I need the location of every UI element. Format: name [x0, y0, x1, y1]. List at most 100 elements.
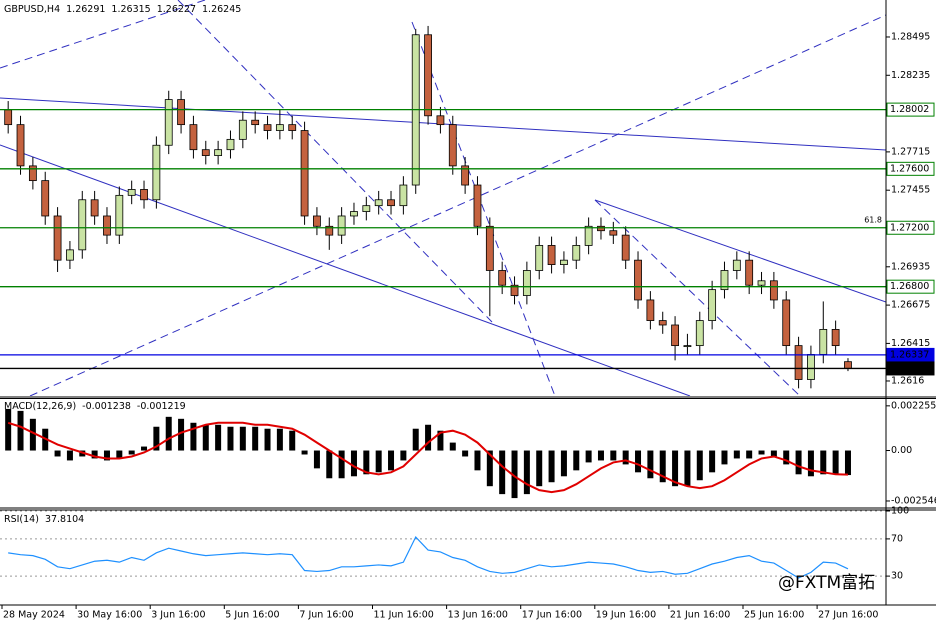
- macd-bar: [326, 450, 333, 479]
- candle-body: [362, 205, 371, 212]
- candle-body: [78, 199, 87, 251]
- candle-body: [325, 225, 334, 236]
- y-tick-label: 1.27715: [891, 146, 930, 157]
- candle-body: [584, 225, 593, 246]
- candle-body: [28, 165, 37, 182]
- candle-body: [66, 249, 74, 261]
- candle-body: [238, 119, 247, 140]
- macd-bar: [141, 446, 148, 451]
- candle-body: [399, 184, 408, 207]
- price-level-label: 1.27200: [890, 222, 929, 233]
- candle-body: [769, 280, 778, 301]
- macd-bar: [289, 430, 296, 451]
- y-tick-label: 30: [891, 571, 903, 582]
- candle-body: [140, 189, 148, 201]
- candle-body: [374, 199, 383, 207]
- macd-bar: [696, 450, 703, 481]
- candle-body: [189, 124, 198, 151]
- macd-bar: [511, 450, 518, 499]
- y-tick-label: -0.002546: [891, 495, 936, 506]
- trend-line: [29, 14, 886, 396]
- candle-body: [485, 225, 494, 271]
- candle-body: [177, 99, 185, 126]
- macd-bar: [400, 450, 407, 461]
- macd-bar: [536, 450, 543, 487]
- macd-bar: [548, 450, 555, 483]
- candle-body: [794, 345, 803, 380]
- candle-body: [288, 124, 297, 131]
- macd-bar: [202, 424, 209, 451]
- macd-bar: [29, 418, 36, 451]
- candle-body: [572, 245, 581, 261]
- price-level-box: [886, 220, 935, 235]
- macd-bar: [153, 426, 160, 451]
- candle-body: [732, 259, 741, 271]
- x-tick-label: 27 Jun 16:00: [818, 610, 878, 621]
- macd-bar: [610, 450, 617, 461]
- macd-bar: [486, 450, 493, 487]
- macd-bar: [264, 428, 271, 451]
- candle-body: [646, 299, 655, 321]
- candle-body: [510, 284, 519, 296]
- price-level-box: [886, 102, 935, 117]
- candle-body: [498, 270, 507, 286]
- candle-body: [609, 230, 618, 236]
- trend-line: [411, 21, 556, 396]
- macd-bar: [276, 428, 283, 451]
- price-level-label: 1.27600: [890, 163, 929, 174]
- x-tick-label: 21 Jun 16:00: [670, 610, 730, 621]
- trend-line: [594, 199, 886, 303]
- candle-body: [127, 189, 136, 196]
- macd-bar: [709, 450, 716, 473]
- macd-bar: [350, 450, 357, 477]
- header-value: 1.26227: [157, 4, 196, 15]
- trend-line: [0, 0, 206, 69]
- candle-body: [53, 215, 62, 261]
- candle-body: [473, 184, 482, 227]
- macd-bar: [844, 450, 851, 476]
- macd-bar: [128, 450, 135, 455]
- x-tick-label: 3 Jun 16:00: [151, 610, 205, 621]
- macd-bar: [103, 450, 110, 461]
- candle-body: [634, 259, 642, 301]
- candle-body: [683, 345, 692, 348]
- candle-body: [275, 124, 284, 131]
- macd-bar: [795, 450, 802, 475]
- y-tick-label: 1.27455: [891, 185, 930, 196]
- signal-line: [7, 421, 849, 494]
- candle-body: [436, 115, 445, 126]
- macd-bar: [178, 418, 185, 451]
- rsi-line: [8, 536, 849, 579]
- panel-header: MACD(12,26,9) -0.001238 -0.001219: [4, 401, 186, 412]
- y-tick-label: 1.28235: [891, 70, 930, 81]
- header-value: 1.26291: [66, 4, 105, 15]
- macd-bar: [425, 424, 432, 451]
- indicator-title: RSI(14): [4, 514, 39, 525]
- candle-body: [4, 109, 13, 126]
- macd-bar: [499, 450, 506, 495]
- price-level-label: 1.26337: [890, 349, 929, 360]
- x-tick-label: 17 Jun 16:00: [522, 610, 582, 621]
- macd-bar: [832, 450, 839, 475]
- price-level-label: 1.28002: [890, 104, 929, 115]
- macd-bar: [66, 450, 73, 461]
- x-tick-label: 30 May 16:00: [77, 610, 142, 621]
- macd-bar: [375, 450, 382, 473]
- panel-header: RSI(14) 37.8104: [4, 514, 84, 525]
- macd-bar: [684, 450, 691, 487]
- macd-bar: [635, 450, 642, 473]
- price-level-box: [886, 361, 935, 376]
- price-level-label: 1.26245: [890, 363, 929, 374]
- candle-body: [424, 34, 432, 117]
- candle-body: [387, 199, 395, 207]
- macd-bar: [449, 442, 456, 451]
- candle-body: [522, 270, 531, 296]
- macd-bar: [733, 450, 740, 459]
- macd-bar: [116, 450, 123, 459]
- macd-bar: [783, 450, 790, 465]
- macd-bar: [5, 408, 12, 451]
- macd-bar: [807, 450, 814, 477]
- y-tick-label: 0.00: [891, 445, 912, 456]
- indicator-title: GBPUSD,H4: [4, 4, 60, 15]
- candle-body: [708, 289, 717, 321]
